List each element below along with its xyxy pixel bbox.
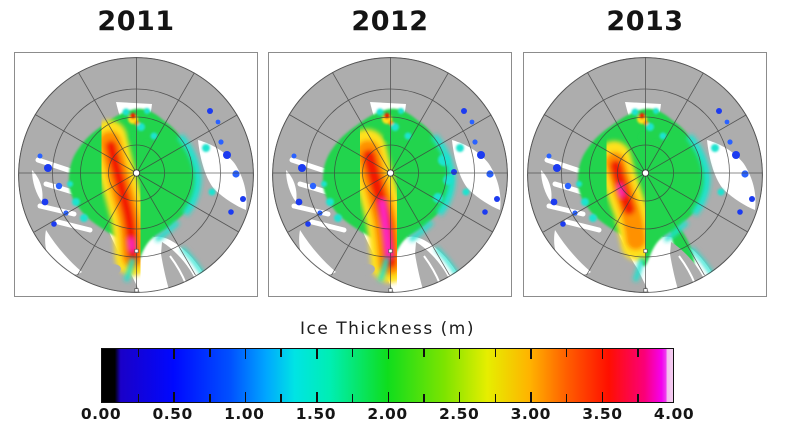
colorbar-tick-mark [316, 392, 318, 402]
colorbar-tick-mark [351, 394, 354, 402]
meridian-marker [134, 248, 139, 254]
panel-year-title-1: 2011 [97, 6, 175, 37]
panel-frame [523, 52, 767, 297]
iceland-land [357, 264, 375, 276]
colorbar-tick-mark [316, 349, 318, 359]
colorbar-tick-mark [280, 349, 282, 357]
meridian-marker [134, 288, 139, 293]
colorbar-tick-mark [601, 392, 604, 402]
colorbar-tick-mark [530, 392, 532, 402]
map-panel-2012 [268, 52, 512, 297]
colorbar-tick-label: 2.00 [367, 405, 408, 423]
colorbar-tick-mark [173, 392, 175, 402]
colorbar-tick-mark [387, 349, 389, 359]
colorbar-tick-mark [637, 349, 639, 357]
panel-year-title-2: 2012 [351, 6, 429, 37]
colorbar-tick-label: 4.00 [653, 405, 695, 423]
panel-frame [268, 52, 512, 297]
colorbar-tick-mark [209, 394, 211, 402]
pole-marker [132, 169, 141, 177]
colorbar-tick-mark [494, 394, 497, 402]
colorbar-tick-mark [637, 394, 639, 402]
colorbar-tick-mark [423, 394, 425, 402]
iceland-land [103, 264, 121, 276]
panel-year-title-3: 2013 [606, 6, 684, 37]
meridian-marker [643, 248, 648, 254]
fringe-patches [67, 144, 216, 222]
colorbar-tick-label: 0.50 [152, 405, 193, 423]
meridian-marker [643, 288, 648, 293]
map-panel-2013 [523, 52, 767, 297]
colorbar-tick-mark [244, 392, 247, 402]
meridian-marker [388, 288, 393, 293]
colorbar-tick-label: 2.50 [439, 405, 480, 423]
fringe-patches [321, 144, 470, 222]
colorbar-gradient [101, 348, 674, 403]
colorbar-tick-mark [494, 349, 497, 357]
colorbar-tick-mark [244, 349, 247, 359]
colorbar-tick-mark [423, 349, 425, 357]
colorbar-tick-label: 3.00 [510, 405, 551, 423]
drift-ice-specks [546, 108, 755, 227]
colorbar-tick-label: 0.00 [80, 405, 122, 423]
colorbar-tick-labels: 0.00 0.50 1.00 1.50 2.00 2.50 3.00 3.50 … [81, 405, 694, 431]
pole-marker [641, 169, 650, 177]
colorbar-tick-mark [137, 349, 140, 357]
drift-ice-specks [37, 108, 246, 227]
meridian-marker [388, 248, 393, 254]
colorbar-tick-mark [209, 349, 211, 357]
eroded-edge-patches [433, 154, 457, 203]
colorbar-tick-label: 3.50 [582, 405, 623, 423]
colorbar-tick-label: 1.00 [224, 405, 265, 423]
colorbar-title: Ice Thickness (m) [300, 319, 475, 339]
colorbar-tick-mark [565, 394, 568, 402]
arctic-map [14, 52, 258, 297]
colorbar-tick-mark [351, 349, 354, 357]
thick-ice-ridge [91, 120, 151, 276]
map-panel-2011 [14, 52, 258, 297]
top-inlet-ice [631, 108, 667, 148]
colorbar-tick-mark [137, 394, 140, 402]
pole-marker [386, 169, 395, 177]
colorbar-tick-mark [280, 394, 282, 402]
colorbar-tick-mark [565, 349, 568, 357]
colorbar-tick-mark [458, 392, 461, 402]
colorbar-tick-mark [530, 349, 532, 359]
colorbar-tick-label: 1.50 [295, 405, 336, 423]
colorbar-tick-mark [601, 349, 604, 359]
fringe-patches [576, 144, 725, 222]
arctic-map [268, 52, 512, 297]
colorbar-tick-mark [173, 349, 175, 359]
arctic-map [523, 52, 767, 297]
panel-frame [14, 52, 258, 297]
iceland-land [612, 264, 630, 276]
colorbar-tick-mark [458, 349, 461, 359]
top-inlet-ice [122, 108, 158, 148]
colorbar-tick-mark [387, 392, 389, 402]
